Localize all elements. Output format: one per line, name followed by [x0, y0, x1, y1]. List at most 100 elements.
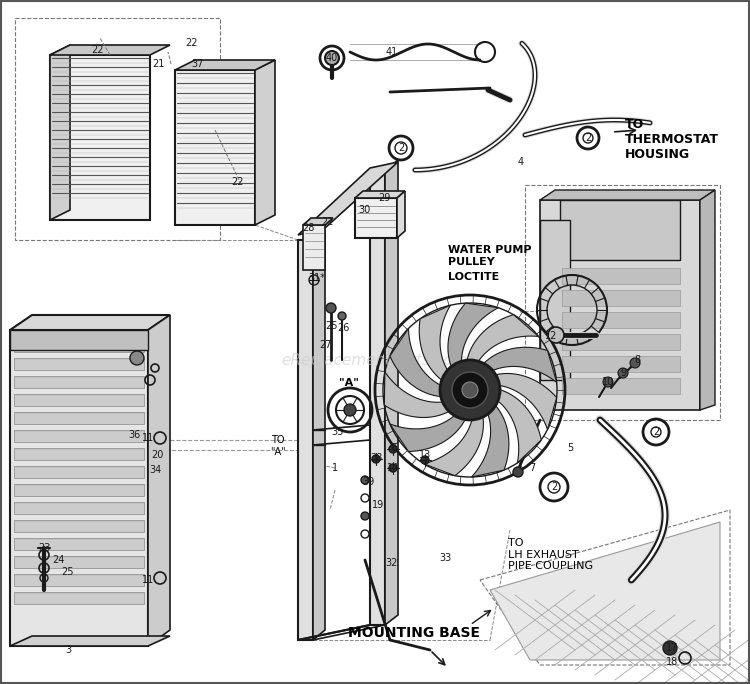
Polygon shape: [484, 387, 542, 463]
Text: 12: 12: [544, 331, 557, 341]
Text: 36: 36: [128, 430, 140, 440]
Polygon shape: [355, 191, 405, 198]
Text: TO
LH EXHAUST
PIPE COUPLING: TO LH EXHAUST PIPE COUPLING: [508, 538, 593, 571]
Polygon shape: [540, 190, 715, 200]
Polygon shape: [175, 60, 275, 70]
Text: 38: 38: [370, 453, 382, 463]
Text: 22: 22: [91, 45, 104, 55]
Circle shape: [326, 303, 336, 313]
Text: TO
"A": TO "A": [270, 435, 286, 457]
Polygon shape: [14, 448, 144, 460]
Text: 14: 14: [387, 463, 399, 473]
Polygon shape: [562, 312, 680, 328]
Polygon shape: [540, 200, 700, 410]
Polygon shape: [14, 394, 144, 406]
Polygon shape: [475, 347, 556, 382]
Text: 41: 41: [386, 47, 398, 57]
Text: 37: 37: [190, 59, 203, 69]
Polygon shape: [303, 225, 325, 270]
Text: 26: 26: [337, 323, 350, 333]
Text: 33: 33: [439, 553, 452, 563]
Circle shape: [603, 377, 613, 387]
Text: 29: 29: [378, 193, 390, 203]
Text: 32: 32: [386, 558, 398, 568]
Circle shape: [513, 467, 523, 477]
Polygon shape: [385, 160, 398, 625]
Text: 31*: 31*: [308, 273, 326, 283]
Polygon shape: [298, 240, 313, 640]
Polygon shape: [390, 328, 456, 397]
Text: 25: 25: [325, 321, 338, 331]
Circle shape: [338, 312, 346, 320]
Polygon shape: [490, 522, 720, 660]
Text: WATER PUMP
PULLEY: WATER PUMP PULLEY: [448, 245, 532, 267]
Text: 11: 11: [142, 433, 154, 443]
Polygon shape: [14, 358, 144, 370]
Polygon shape: [175, 70, 255, 225]
Text: "A": "A": [339, 378, 359, 388]
Polygon shape: [472, 395, 509, 477]
Text: 21: 21: [152, 59, 164, 69]
Polygon shape: [14, 340, 144, 352]
Text: 40: 40: [326, 53, 338, 63]
Text: 5: 5: [567, 443, 573, 453]
Circle shape: [452, 372, 488, 408]
Polygon shape: [14, 502, 144, 514]
Circle shape: [421, 456, 429, 464]
Polygon shape: [10, 315, 170, 330]
Text: TO
THERMOSTAT
HOUSING: TO THERMOSTAT HOUSING: [625, 118, 719, 161]
Polygon shape: [14, 466, 144, 478]
Text: 24: 24: [52, 555, 64, 565]
Polygon shape: [384, 372, 461, 417]
Text: 28: 28: [302, 223, 314, 233]
Text: 17: 17: [666, 643, 678, 653]
Polygon shape: [50, 45, 170, 55]
Polygon shape: [14, 520, 144, 532]
Polygon shape: [148, 315, 170, 646]
Text: 2: 2: [398, 143, 404, 153]
Polygon shape: [562, 334, 680, 350]
Polygon shape: [313, 230, 325, 640]
Circle shape: [344, 404, 356, 416]
Circle shape: [325, 51, 339, 65]
Text: 27: 27: [319, 340, 332, 350]
Text: 6: 6: [390, 443, 396, 453]
Polygon shape: [14, 376, 144, 388]
Circle shape: [548, 327, 564, 343]
Text: 20: 20: [151, 450, 164, 460]
Text: LOCTITE: LOCTITE: [448, 272, 500, 282]
Text: 10: 10: [602, 377, 614, 387]
Text: 1: 1: [332, 463, 338, 473]
Text: 25: 25: [62, 567, 74, 577]
Polygon shape: [466, 315, 538, 376]
Polygon shape: [700, 190, 715, 410]
Polygon shape: [14, 412, 144, 424]
Polygon shape: [298, 162, 398, 235]
Text: MOUNTING BASE: MOUNTING BASE: [348, 626, 480, 640]
Polygon shape: [562, 268, 680, 284]
Text: 13: 13: [419, 450, 431, 460]
Polygon shape: [10, 636, 170, 646]
Polygon shape: [14, 574, 144, 586]
Polygon shape: [14, 430, 144, 442]
Text: 11: 11: [142, 575, 154, 585]
Circle shape: [389, 445, 397, 453]
Text: 39: 39: [362, 477, 374, 487]
Text: 23: 23: [38, 543, 50, 553]
Polygon shape: [482, 373, 556, 430]
Text: 3: 3: [65, 645, 71, 655]
Text: 2: 2: [550, 482, 557, 492]
Text: 19: 19: [372, 500, 384, 510]
Text: 2: 2: [652, 427, 659, 437]
Polygon shape: [50, 55, 150, 220]
Circle shape: [440, 360, 500, 420]
Text: 4: 4: [518, 157, 524, 167]
Polygon shape: [562, 378, 680, 394]
Text: 18: 18: [666, 657, 678, 667]
Polygon shape: [14, 484, 144, 496]
Polygon shape: [355, 198, 397, 238]
Polygon shape: [255, 60, 275, 225]
Polygon shape: [14, 538, 144, 550]
Polygon shape: [560, 200, 680, 260]
Polygon shape: [370, 170, 385, 625]
